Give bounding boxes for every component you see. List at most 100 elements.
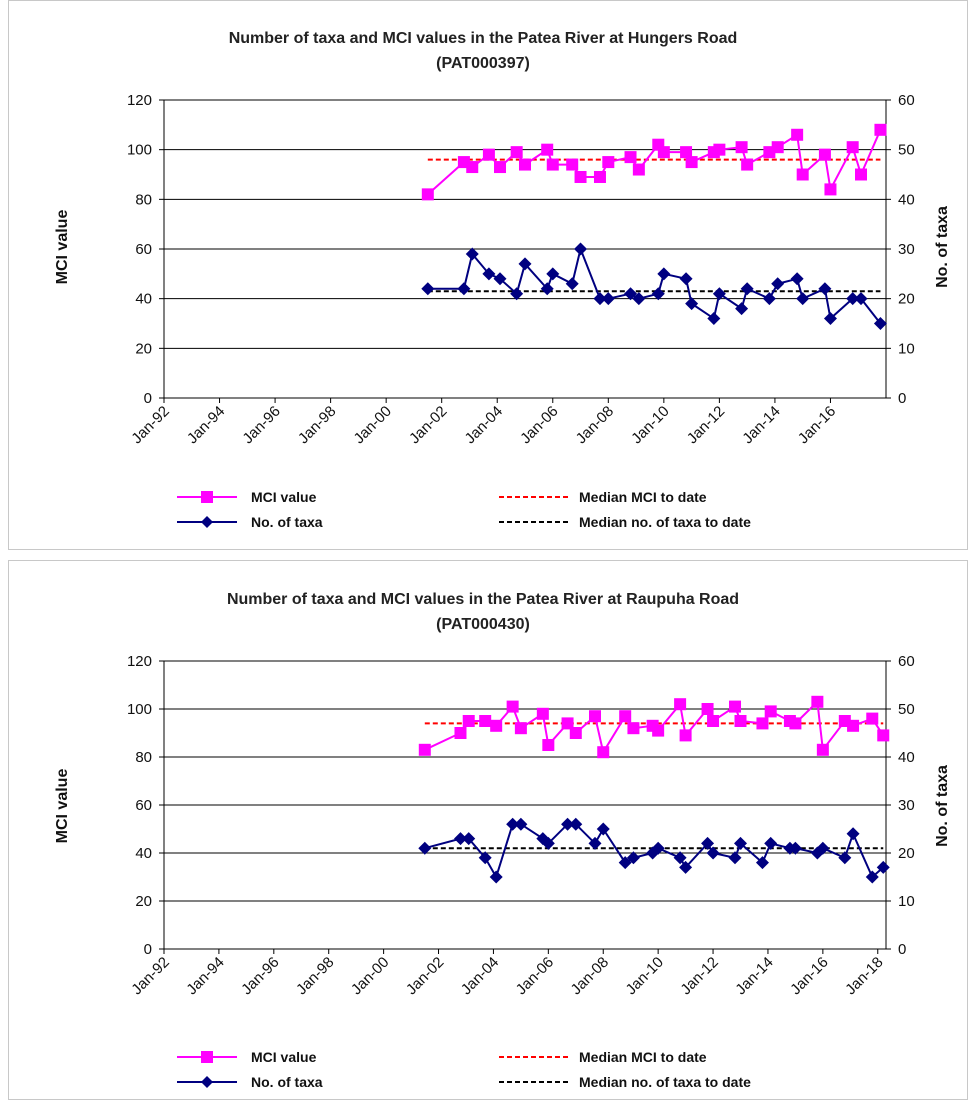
mci-point xyxy=(462,715,475,727)
y2-tick-label: 50 xyxy=(898,142,915,159)
x-tick-label: Jan-96 xyxy=(238,954,282,998)
taxa-point xyxy=(601,292,615,306)
chart-panel-hungers-road: Number of taxa and MCI values in the Pat… xyxy=(8,0,968,550)
x-tick-label: Jan-18 xyxy=(842,954,886,998)
mci-point xyxy=(506,700,519,713)
taxa-point xyxy=(728,851,742,865)
taxa-point xyxy=(818,282,832,296)
y2-tick-label: 10 xyxy=(898,340,915,357)
y2-tick-label: 50 xyxy=(898,701,915,718)
mci-point xyxy=(866,712,879,725)
chart-subtitle: (PAT000397) xyxy=(436,55,530,72)
mci-point xyxy=(418,743,431,756)
y-tick-label: 100 xyxy=(127,701,152,718)
y-tick-label: 80 xyxy=(135,191,152,208)
x-tick-label: Jan-14 xyxy=(739,403,783,447)
mci-point xyxy=(741,158,754,171)
taxa-point xyxy=(796,292,810,306)
taxa-point xyxy=(706,846,720,860)
legend-median-mci-label: Median MCI to date xyxy=(579,1049,707,1065)
mci-point xyxy=(624,151,637,164)
x-tick-label: Jan-96 xyxy=(239,403,283,447)
x-tick-label: Jan-00 xyxy=(348,954,392,998)
taxa-point xyxy=(838,851,852,865)
mci-point xyxy=(824,183,837,196)
taxa-point xyxy=(626,851,640,865)
taxa-point xyxy=(482,267,496,281)
mci-point xyxy=(494,161,507,174)
taxa-point xyxy=(421,282,435,296)
taxa-point xyxy=(489,870,503,884)
mci-point xyxy=(771,141,784,154)
taxa-point xyxy=(651,287,665,301)
mci-point xyxy=(707,715,720,727)
taxa-point xyxy=(707,312,721,326)
legend-mci-label: MCI value xyxy=(251,1049,317,1065)
taxa-point xyxy=(854,292,868,306)
taxa-point xyxy=(546,267,560,281)
taxa-point xyxy=(588,836,602,850)
mci-point xyxy=(685,156,698,169)
taxa-point xyxy=(740,282,754,296)
legend-mci-marker xyxy=(201,1051,213,1063)
y-tick-label: 40 xyxy=(135,845,152,862)
legend-median-mci-label: Median MCI to date xyxy=(579,489,707,505)
mci-point xyxy=(619,710,632,723)
mci-point xyxy=(735,141,748,154)
taxa-point xyxy=(624,287,638,301)
mci-point xyxy=(874,123,887,136)
mci-point xyxy=(657,146,670,159)
mci-point xyxy=(674,698,687,711)
taxa-point xyxy=(865,870,879,884)
legend: MCI value Median MCI to date No. of taxa… xyxy=(177,1049,751,1090)
taxa-point xyxy=(518,257,532,271)
y-tick-label: 0 xyxy=(144,941,152,958)
y-tick-label: 100 xyxy=(127,142,152,159)
taxa-point xyxy=(685,297,699,311)
mci-point xyxy=(454,727,467,739)
x-tick-label: Jan-10 xyxy=(628,403,672,447)
taxa-point xyxy=(762,292,776,306)
mci-point xyxy=(734,715,747,727)
mci-point xyxy=(597,746,610,759)
y2-tick-label: 60 xyxy=(898,653,915,670)
chart-hungers-road: Number of taxa and MCI values in the Pat… xyxy=(54,30,951,530)
legend-taxa-marker xyxy=(201,516,213,528)
x-tick-label: Jan-08 xyxy=(568,954,612,998)
taxa-point xyxy=(565,277,579,291)
mci-point xyxy=(679,729,692,742)
x-tick-label: Jan-98 xyxy=(295,403,339,447)
x-tick-label: Jan-94 xyxy=(184,403,228,447)
taxa-point xyxy=(574,242,588,256)
taxa-point xyxy=(873,317,887,330)
mci-point xyxy=(811,695,824,708)
mci-point xyxy=(701,703,714,715)
x-tick-label: Jan-16 xyxy=(787,954,831,998)
taxa-point xyxy=(679,860,693,874)
taxa-point xyxy=(541,836,555,850)
taxa-point xyxy=(632,292,646,306)
mci-point xyxy=(632,163,645,176)
mci-point xyxy=(482,148,495,161)
taxa-point xyxy=(453,832,467,846)
taxa-series-line xyxy=(427,245,882,325)
legend-taxa-marker xyxy=(201,1076,213,1088)
taxa-point xyxy=(735,302,749,316)
x-tick-label: Jan-12 xyxy=(677,954,721,998)
taxa-point xyxy=(569,817,583,831)
mci-point xyxy=(514,722,527,735)
mci-point xyxy=(855,168,868,181)
x-tick-label: Jan-00 xyxy=(351,403,395,447)
taxa-point xyxy=(462,832,476,846)
mci-point xyxy=(479,715,492,727)
taxa-point xyxy=(712,287,726,301)
taxa-point xyxy=(846,292,860,306)
x-tick-label: Jan-02 xyxy=(406,403,450,447)
mci-point xyxy=(627,722,640,735)
legend-mci-label: MCI value xyxy=(251,489,317,505)
mci-point xyxy=(519,158,531,171)
y-axis-label: MCI value xyxy=(54,210,71,285)
taxa-point xyxy=(823,312,837,326)
taxa-point xyxy=(593,292,607,306)
y2-axis-label: No. of taxa xyxy=(934,765,951,847)
